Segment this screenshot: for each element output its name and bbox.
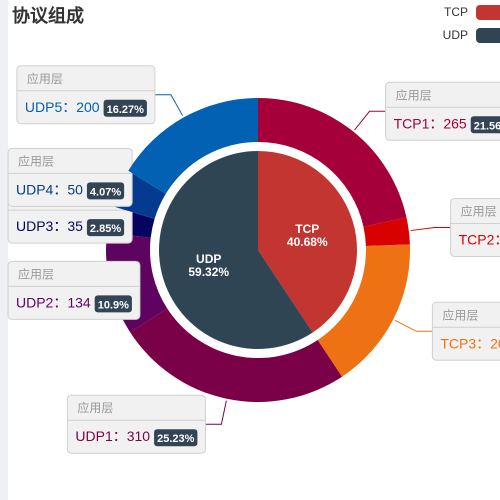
legend-item-tcp[interactable]: TCP <box>444 4 500 20</box>
inner-slice-udp[interactable] <box>159 151 313 349</box>
legend-item-udp[interactable]: UDP <box>443 27 500 43</box>
label-percent-tcp1: 21.56% <box>474 120 500 132</box>
label-percent-udp2: 10.9% <box>98 299 129 311</box>
legend-label-tcp: TCP <box>444 5 468 19</box>
left-edge-strip <box>0 0 8 500</box>
label-box-tcp1: 应用层 TCP1：265 21.56% <box>385 81 500 141</box>
outer-slice-tcp1[interactable] <box>258 98 407 227</box>
label-name-value-tcp3: TCP3：200 <box>440 335 500 351</box>
label-group-udp4: 应用层 <box>18 153 54 168</box>
label-name-value-udp1: UDP1：310 <box>75 428 150 444</box>
label-name-value-tcp1: TCP1：265 <box>394 115 467 131</box>
outer-slice-udp1[interactable] <box>130 308 342 402</box>
label-group-udp2: 应用层 <box>18 266 54 281</box>
chart-title: 协议组成 <box>12 6 84 27</box>
outer-slice-tcp2[interactable] <box>363 217 410 246</box>
label-name-value-udp2: UDP2：134 <box>16 294 91 310</box>
inner-label-tcp: TCP <box>295 222 319 236</box>
label-name-value-udp4: UDP4：50 <box>16 181 83 197</box>
inner-percent-udp: 59.32% <box>188 265 229 279</box>
outer-slice-udp5[interactable] <box>128 98 258 194</box>
label-percent-udp5: 16.27% <box>107 104 145 116</box>
label-name-value-udp3: UDP3：35 <box>16 218 83 234</box>
label-line-udp1 <box>205 400 227 425</box>
label-box-udp4: 应用层 UDP4：50 4.07% <box>7 147 133 207</box>
label-line-tcp3 <box>394 319 433 332</box>
label-percent-udp1: 25.23% <box>157 433 195 445</box>
inner-percent-tcp: 40.68% <box>287 235 328 249</box>
label-group-tcp3: 应用层 <box>442 307 478 322</box>
label-box-udp5: 应用层 UDP5：200 16.27% <box>16 65 156 125</box>
label-percent-udp3: 2.85% <box>90 223 121 235</box>
label-box-udp2: 应用层 UDP2：134 10.9% <box>7 260 141 320</box>
label-percent-udp4: 4.07% <box>90 186 121 198</box>
legend-swatch-udp <box>476 27 500 43</box>
inner-slice-tcp[interactable] <box>258 151 358 333</box>
label-group-udp1: 应用层 <box>77 400 113 415</box>
inner-label-udp: UDP <box>196 252 221 266</box>
label-group-udp5: 应用层 <box>27 71 63 86</box>
label-line-tcp2 <box>410 227 451 232</box>
label-line-tcp1 <box>354 110 386 131</box>
label-line-udp5 <box>154 94 184 116</box>
legend-swatch-tcp <box>476 4 500 20</box>
label-box-udp1: 应用层 UDP1：310 25.23% <box>66 394 206 454</box>
label-name-value-tcp2: TCP2：35 <box>459 232 500 248</box>
label-group-tcp1: 应用层 <box>396 87 432 102</box>
label-name-value-udp5: UDP5：200 <box>25 99 100 115</box>
label-group-tcp2: 应用层 <box>461 204 497 219</box>
outer-slice-tcp3[interactable] <box>317 244 410 377</box>
legend-label-udp: UDP <box>442 28 468 42</box>
